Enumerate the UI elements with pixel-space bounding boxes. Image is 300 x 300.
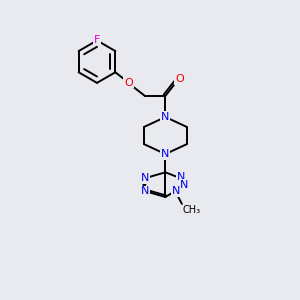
Text: N: N [161, 112, 170, 122]
Text: N: N [141, 173, 149, 183]
Text: O: O [175, 74, 184, 84]
Text: N: N [161, 149, 170, 159]
Text: N: N [180, 180, 189, 190]
Text: CH₃: CH₃ [183, 205, 201, 215]
Text: O: O [124, 78, 133, 88]
Text: N: N [141, 187, 149, 196]
Text: N: N [176, 172, 185, 182]
Text: N: N [172, 187, 180, 196]
Text: F: F [94, 35, 100, 45]
